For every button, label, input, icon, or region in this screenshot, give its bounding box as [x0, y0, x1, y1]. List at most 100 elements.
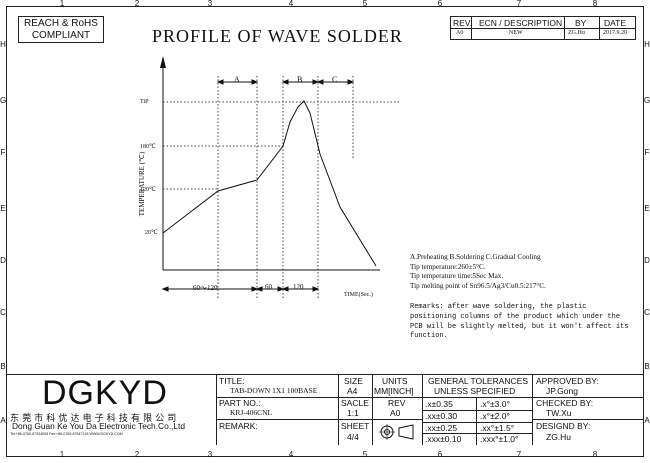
units-label: UNITS — [382, 376, 408, 386]
ecn-value: NEW — [509, 30, 523, 36]
date-value: 2017.9.20 — [603, 30, 627, 36]
company-name-cn: 东 莞 市 科 优 达 电 子 科 技 有 限 公 司 — [10, 413, 177, 423]
zone-col-7-top: 7 — [516, 0, 522, 8]
remarks-line-3: PCB will be slightly melted, but it won'… — [410, 322, 629, 331]
size-value: A4 — [347, 386, 358, 396]
tolerance-6: .xx°±1.5° — [480, 423, 515, 433]
remarks-line-2: positioning columns of the product which… — [410, 312, 621, 321]
sheet-value: 4/4 — [347, 432, 359, 442]
process-notes: A.Preheating B.Soldering C.Gradual Cooli… — [410, 253, 546, 291]
x-axis-label: TIME(Sec.) — [344, 292, 373, 298]
zone-row-b-left: B — [0, 362, 6, 371]
title-label: TITLE: — [219, 376, 245, 386]
zone-row-a-left: A — [0, 416, 6, 425]
by-value: ZG.Hu — [568, 30, 585, 36]
part-no-label: PART NO.: — [219, 398, 261, 408]
tolerances-title-1: GENERAL TOLERANCES — [428, 376, 528, 386]
drawing-frame — [6, 6, 644, 457]
tolerance-2: .x°±3.0° — [480, 399, 510, 409]
notes-tip-temp: Tip temperature:260±5°C. — [410, 262, 486, 271]
zone-row-h-right: H — [644, 40, 650, 49]
notes-tip-time: Tip temperature time:5Sec Max. — [410, 272, 504, 280]
compliance-line-1: REACH & RoHS — [24, 18, 98, 29]
zone-row-d-left: D — [0, 256, 6, 265]
units-value: MM[INCH] — [374, 386, 414, 396]
projection-symbol-icon — [379, 424, 414, 440]
zone-col-3-top: 3 — [207, 0, 213, 8]
revision-table: REV. ECN / DESCRIPTION BY DATE A0 NEW ZG… — [450, 16, 636, 40]
designed-by-value: ZG.Hu — [546, 432, 572, 442]
x-segment-1-label: 60～120 — [193, 284, 218, 292]
by-header: BY — [575, 18, 587, 28]
zone-col-6-top: 6 — [437, 0, 443, 8]
scale-label: SACLE — [341, 398, 369, 408]
company-logo: DGKYD — [42, 374, 168, 412]
zone-col-5-bottom: 5 — [362, 450, 368, 459]
company-name-en: Dong Guan Ke You Da Electronic Tech.Co.,… — [12, 421, 186, 431]
compliance-line-2: COMPLIANT — [31, 30, 91, 41]
notes-tip-melt: Tip melting point of Sn96.5/Ag3/Cu0.5:21… — [410, 281, 546, 290]
part-no-value: KRJ-406CNL — [230, 408, 273, 417]
scale-value: 1:1 — [347, 408, 359, 418]
zone-row-c-right: C — [644, 308, 650, 317]
zone-col-7-bottom: 7 — [516, 450, 522, 459]
y-axis-arrow — [160, 56, 166, 68]
zone-col-8-top: 8 — [592, 0, 598, 8]
remark-label: REMARK: — [219, 421, 258, 431]
remarks-line-1: Remarks: after wave soldering, the plast… — [410, 303, 587, 311]
x-segment-dimensions — [161, 286, 320, 292]
zone-col-2-top: 2 — [134, 0, 140, 8]
y-tick-20: 20℃ — [145, 230, 158, 236]
rev-header: REV. — [453, 18, 473, 28]
zone-row-h-left: H — [0, 40, 6, 49]
tolerances-title-2: UNLESS SPECIFIED — [434, 386, 516, 396]
compliance-box: REACH & RoHS COMPLIANT — [18, 16, 104, 43]
zone-col-8-bottom: 8 — [592, 450, 598, 459]
x-segment-3-label: 120 — [293, 283, 304, 291]
zone-col-3-bottom: 3 — [207, 450, 213, 459]
tolerance-5: .xx±0.25 — [425, 423, 458, 433]
checked-by-value: TW.Xu — [546, 408, 572, 418]
size-label: SIZE — [344, 376, 363, 386]
zone-row-g-left: G — [0, 96, 7, 105]
zone-row-d-right: D — [644, 256, 650, 265]
date-header: DATE — [604, 18, 627, 28]
zone-col-5-top: 5 — [362, 0, 368, 8]
approved-by-value: JP.Gong — [546, 386, 578, 396]
rev-block-value: A0 — [390, 408, 401, 418]
title-block: DGKYD 东 莞 市 科 优 达 电 子 科 技 有 限 公 司 Dong G… — [6, 374, 644, 445]
sheet-label: SHEET — [341, 421, 370, 431]
drawing-title: PROFILE OF WAVE SOLDER — [152, 26, 403, 46]
zone-row-e-right: E — [644, 204, 650, 213]
zone-c-label: C — [332, 75, 338, 84]
zone-row-e-left: E — [0, 204, 6, 213]
remarks-line-4: function. — [410, 332, 448, 341]
tolerance-1: .x±0.35 — [425, 399, 453, 409]
zone-col-1-bottom: 1 — [59, 450, 65, 459]
zone-dimensions — [216, 79, 355, 85]
zone-a-label: A — [234, 75, 240, 84]
tolerance-8: .xxx°±1.0° — [480, 434, 519, 444]
x-segment-2-label: 60 — [265, 283, 272, 291]
zone-row-f-right: F — [644, 148, 650, 157]
zone-b-label: B — [297, 75, 303, 84]
checked-by-label: CHECKED BY: — [536, 398, 594, 408]
ecn-header: ECN / DESCRIPTION — [479, 18, 563, 28]
zone-row-a-right: A — [644, 416, 650, 425]
tolerance-7: .xxx±0.10 — [425, 434, 462, 444]
tolerance-3: .xx±0.30 — [425, 411, 458, 421]
company-contact: Tel:+86-0769-87334008 Fax:+86-0769-87847… — [10, 432, 123, 436]
zone-col-4-bottom: 4 — [288, 450, 294, 459]
remarks: Remarks: after wave soldering, the plast… — [410, 303, 628, 342]
zone-row-b-right: B — [644, 362, 650, 371]
designed-by-label: DESIGND BY: — [536, 421, 591, 431]
approved-by-label: APPROVED BY: — [536, 376, 599, 386]
tolerance-4: .x°±2.0° — [480, 411, 510, 421]
y-axis-label: TEMPERATURE (℃) — [138, 151, 146, 217]
title-value: TAB-DOWN 1X1 100BASE — [230, 386, 318, 395]
notes-legend: A.Preheating B.Soldering C.Gradual Cooli… — [410, 253, 541, 261]
y-tick-tip: TiP — [140, 99, 149, 105]
zone-col-6-bottom: 6 — [437, 450, 443, 459]
zone-row-c-left: C — [0, 308, 6, 317]
zone-col-1-top: 1 — [59, 0, 65, 8]
